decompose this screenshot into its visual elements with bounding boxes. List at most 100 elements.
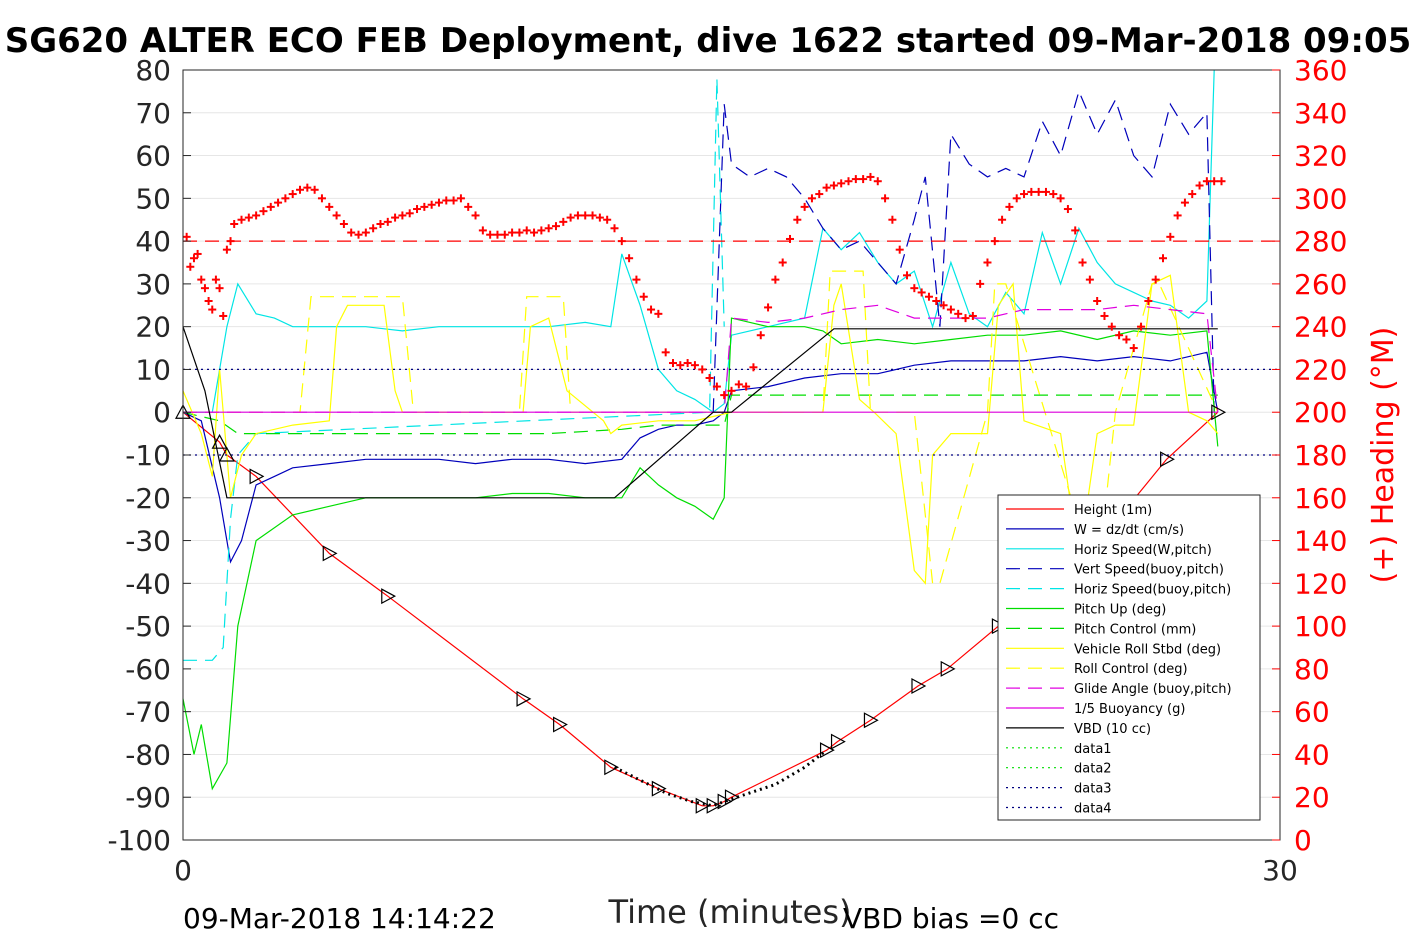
heading-point (566, 213, 575, 222)
y-tick-label: 60 (135, 140, 171, 173)
heading-point (296, 185, 305, 194)
heading-point (405, 209, 414, 218)
heading-point (1122, 335, 1131, 344)
y-tick-label: -20 (125, 482, 171, 515)
legend-entry: data2 (1074, 762, 1112, 777)
heading-point (442, 196, 451, 205)
heading-point (829, 181, 838, 190)
heading-point (486, 230, 495, 239)
heading-point (182, 232, 191, 241)
heading-point (903, 271, 912, 280)
heading-point (837, 179, 846, 188)
legend-entry: data4 (1074, 802, 1112, 817)
heading-point (413, 205, 422, 214)
legend-entry: Vert Speed(buoy,pitch) (1074, 563, 1224, 578)
heading-point (361, 228, 370, 237)
heading-point (544, 224, 553, 233)
heading-point (427, 200, 436, 209)
left-axis: 80 70 60 50 40 30 20 10 0 -10 -20 -30 -40 -50 -60 -70 -8… (107, 54, 191, 857)
heading-point (391, 213, 400, 222)
heading-point (764, 303, 773, 312)
heading-point (654, 309, 663, 318)
heading-point (211, 275, 220, 284)
y2-tick-label: 360 (1294, 54, 1347, 87)
heading-point (208, 305, 217, 314)
heading-point (734, 380, 743, 389)
heading-point (197, 275, 206, 284)
heading-point (369, 224, 378, 233)
heading-point (303, 183, 312, 192)
heading-point (1151, 275, 1160, 284)
heading-point (449, 196, 458, 205)
y2-tick-label: 0 (1294, 824, 1312, 857)
height-marker (819, 742, 835, 759)
heading-point (881, 194, 890, 203)
heading-point (237, 215, 246, 224)
heading-point (851, 175, 860, 184)
legend-entry: Height (1m) (1074, 503, 1152, 518)
heading-point (478, 226, 487, 235)
heading-point (500, 230, 509, 239)
y2-tick-label: 80 (1294, 653, 1330, 686)
heading-point (1217, 177, 1226, 186)
height-marker (863, 712, 879, 729)
heading-point (1093, 297, 1102, 305)
legend: Height (1m) W = dz/dt (cm/s) Horiz Speed(W… (997, 494, 1261, 821)
y2-tick-label: 160 (1294, 482, 1347, 515)
heading-point (1071, 226, 1080, 235)
height-marker (322, 545, 338, 562)
heading-point (961, 314, 970, 323)
chart-title: SG620 ALTER ECO FEB Deployment, dive 162… (5, 21, 1412, 61)
heading-point (317, 194, 326, 203)
y2-tick-label: 120 (1294, 567, 1347, 600)
height-marker (651, 780, 667, 797)
heading-point (793, 215, 802, 224)
heading-point (1020, 190, 1029, 199)
y-tick-label: -50 (125, 610, 171, 643)
height-marker (1211, 404, 1227, 421)
heading-point (1137, 322, 1146, 331)
heading-point (515, 228, 524, 237)
heading-point (617, 237, 626, 246)
heading-point (676, 361, 685, 370)
heading-point (844, 177, 853, 186)
y2-tick-label: 140 (1294, 525, 1347, 558)
heading-point (742, 382, 751, 391)
heading-point (252, 211, 261, 220)
heading-point (895, 245, 904, 254)
heading-point (668, 359, 677, 368)
heading-point (522, 226, 531, 235)
heading-point (1012, 194, 1021, 203)
heading-point (189, 254, 198, 263)
heading-point (1005, 202, 1014, 211)
heading-point (1210, 177, 1219, 186)
heading-point (727, 386, 736, 395)
heading-point (939, 301, 948, 310)
heading-point (1034, 187, 1043, 196)
y-tick-label: -90 (125, 781, 171, 814)
series-line-6 (182, 394, 1218, 435)
heading-point (647, 305, 656, 314)
height-marker (830, 733, 846, 750)
legend-entry: W = dz/dt (cm/s) (1074, 523, 1184, 538)
series-line-4 (183, 78, 725, 661)
x-axis-label: Time (minutes) (608, 893, 852, 931)
heading-point (932, 297, 941, 305)
heading-point (325, 202, 334, 211)
heading-point (376, 220, 385, 228)
height-marker (706, 797, 722, 814)
heading-point (1173, 211, 1182, 220)
heading-point (632, 275, 641, 284)
y2-tick-label: 220 (1294, 353, 1347, 386)
heading-point (866, 172, 875, 181)
y-tick-label: -70 (125, 696, 171, 729)
heading-point (310, 185, 319, 194)
y-tick-label: 30 (135, 268, 171, 301)
heading-point (639, 292, 648, 301)
heading-point (1158, 254, 1167, 263)
heading-point (581, 211, 590, 220)
heading-point (1180, 198, 1189, 207)
heading-point (661, 348, 670, 357)
heading-point (712, 382, 721, 391)
heading-point (1202, 177, 1211, 186)
